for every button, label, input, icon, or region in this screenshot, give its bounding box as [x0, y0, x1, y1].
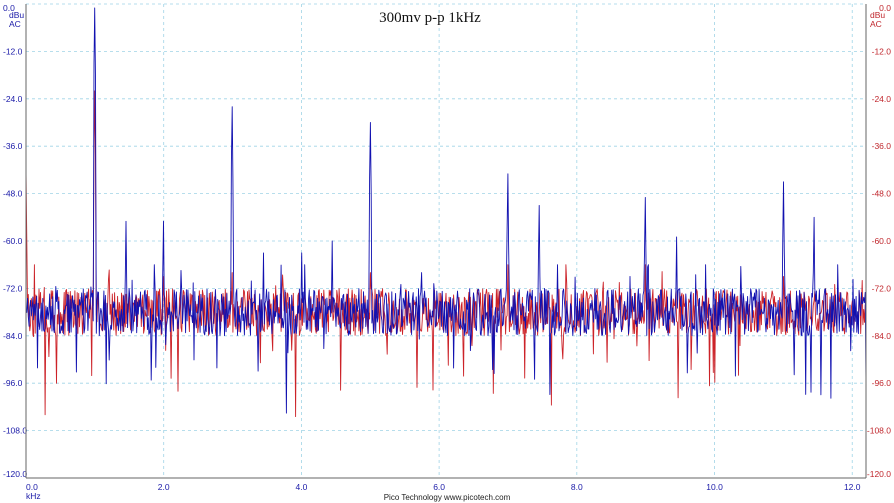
grid-lines [25, 3, 866, 479]
x-tick-label: 8.0 [571, 482, 583, 492]
y-tick-label-right: -24.0 [872, 94, 892, 104]
x-tick-label: 2.0 [158, 482, 170, 492]
y-tick-label-left: -12.0 [3, 46, 23, 56]
y-tick-label-left: -72.0 [3, 283, 23, 293]
footer-credit: Pico Technology www.picotech.com [384, 493, 511, 502]
y-tick-label-left: -60.0 [3, 236, 23, 246]
y-tick-label-right: -108.0 [867, 426, 891, 436]
right-axis-unit-label: dBu [870, 10, 885, 20]
y-tick-label-left: -24.0 [3, 94, 23, 104]
axes: 0.0 0.0 -12.0 -12.0 -24.0 -24.0 -36.0 -36.0 -48.… [3, 3, 891, 501]
y-tick-label-left: -36.0 [3, 141, 23, 151]
y-tick-label-right: -48.0 [872, 189, 892, 199]
x-tick-label: 12.0 [844, 482, 861, 492]
right-axis-coupling-label: AC [870, 19, 882, 29]
y-tick-label-right: -84.0 [872, 331, 892, 341]
x-tick-label: 0.0 [26, 482, 38, 492]
y-tick-label-left: -48.0 [3, 189, 23, 199]
y-tick-label-left: -96.0 [3, 378, 23, 388]
y-tick-label-right: -120.0 [867, 469, 891, 479]
y-tick-label-right: -12.0 [872, 46, 892, 56]
y-tick-label-right: -72.0 [872, 283, 892, 293]
y-tick-label-left: -120.0 [3, 469, 27, 479]
y-tick-label-left: 0.0 [3, 3, 15, 13]
series-line-blue [25, 7, 867, 414]
y-tick-label-right: 0.0 [879, 3, 891, 13]
x-tick-label: 10.0 [706, 482, 723, 492]
series-line-red [25, 90, 867, 418]
left-axis-coupling-label: AC [9, 19, 21, 29]
x-tick-label: 6.0 [433, 482, 445, 492]
y-tick-label-right: -36.0 [872, 141, 892, 151]
left-axis-unit-label: dBu [9, 10, 24, 20]
x-axis-unit-label: kHz [26, 491, 41, 501]
y-tick-label-left: -108.0 [3, 426, 27, 436]
y-tick-label-left: -84.0 [3, 331, 23, 341]
x-tick-label: 4.0 [295, 482, 307, 492]
traces [25, 7, 867, 418]
y-tick-label-right: -96.0 [872, 378, 892, 388]
chart-title: 300mv p-p 1kHz [379, 10, 481, 26]
y-tick-label-right: -60.0 [872, 236, 892, 246]
